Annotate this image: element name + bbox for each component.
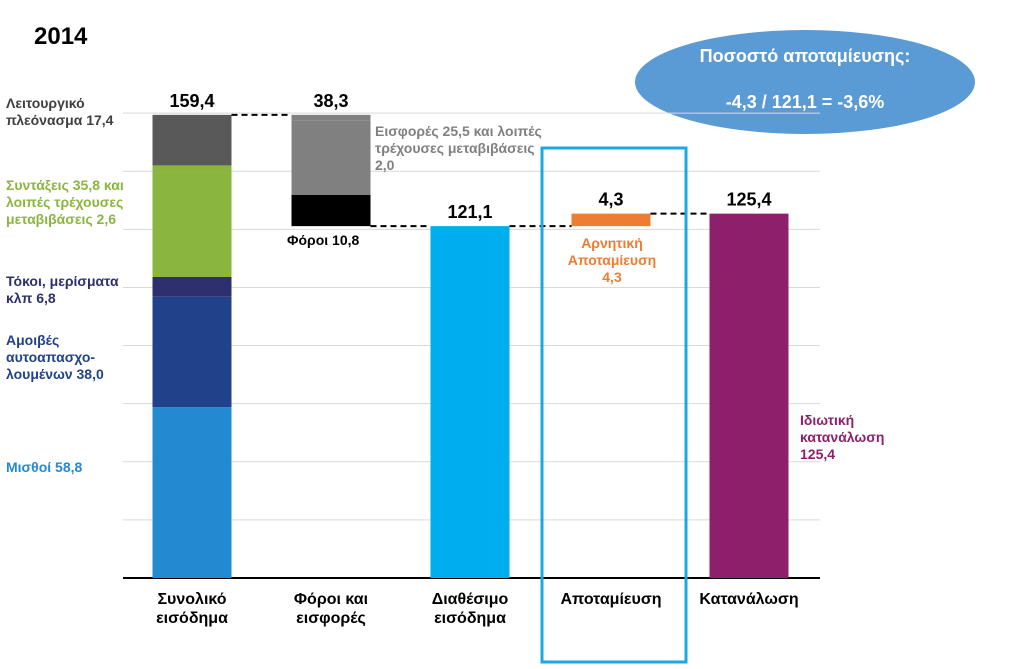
bar (430, 226, 510, 579)
label-name: Συντάξεις (6, 177, 69, 193)
chart-title: 2014 (34, 23, 88, 50)
callout-bubble (635, 30, 975, 134)
value-label: 38,3 (313, 91, 348, 111)
label-value: 35,8 (72, 177, 100, 193)
label-value: 2,0 (375, 157, 395, 173)
label-name: Λειτουργικό πλεόνασμα (6, 95, 85, 128)
bar-segment (291, 114, 371, 121)
segment-label: Φόροι 10,8 (287, 232, 387, 249)
bar-segment (291, 194, 371, 227)
bar-segment (152, 296, 232, 408)
label-value: 2,6 (96, 211, 117, 227)
note-label: Ιδιωτική κατανάλωση 125,4 (800, 412, 910, 463)
value-label: 4,3 (598, 190, 623, 210)
label-value: 17,4 (86, 112, 114, 128)
segment-label: Εισφορές 25,5 και λοιπές τρέχουσες μεταβ… (375, 123, 547, 174)
x-tick-label: Διαθέσιμο εισόδημα (431, 591, 509, 627)
note-value: 4,3 (602, 269, 622, 285)
value-label: 121,1 (447, 202, 492, 222)
callout-title: Ποσοστό αποταμίευσης: (700, 46, 911, 66)
x-tick-label: Κατανάλωση (699, 591, 799, 608)
label-name: Μισθοί (6, 459, 52, 475)
segment-label: Αμοιβές αυτοαπασχο-λουμένων 38,0 (6, 332, 106, 383)
label-value: 58,8 (55, 459, 83, 475)
highlight-box (540, 146, 688, 664)
value-label: 125,4 (726, 190, 771, 210)
label-value: 38,0 (76, 366, 104, 382)
callout-formula: -4,3 / 121,1 = -3,6% (726, 92, 885, 112)
bar-segment (152, 165, 232, 173)
value-label: 159,4 (169, 91, 214, 111)
segment-label: Μισθοί 58,8 (6, 459, 136, 476)
x-tick-label: Συνολικό εισόδημα (156, 591, 228, 627)
label-name: Τόκοι, μερίσματα κλπ (6, 273, 119, 306)
bar-segment (152, 114, 232, 166)
segment-label: Λειτουργικό πλεόνασμα 17,4 (6, 95, 136, 129)
note-text: Ιδιωτική κατανάλωση (800, 412, 885, 445)
x-tick-label: Αποταμίευση (560, 591, 662, 608)
note-text: Αρνητική Αποταμίευση (567, 235, 657, 268)
bar-segment (152, 407, 232, 578)
segment-label: Συντάξεις 35,8 και λοιπές τρέχουσες μετα… (6, 177, 141, 228)
bar-segment (291, 120, 371, 195)
bar (709, 213, 789, 579)
label-name: Φόροι (287, 232, 329, 248)
label-name: και λοιπές τρέχουσες μεταβιβάσεις (6, 177, 124, 227)
label-value: 6,8 (36, 290, 56, 306)
note-value: 125,4 (800, 446, 836, 462)
note-label: Αρνητική Αποταμίευση 4,3 (556, 235, 668, 286)
label-value: 25,5 (442, 123, 470, 139)
label-name: και λοιπές τρέχουσες μεταβιβάσεις (375, 123, 542, 156)
x-tick-label: Φόροι και εισφορές (293, 591, 369, 627)
label-value: 10,8 (332, 232, 360, 248)
label-name: Εισφορές (375, 123, 439, 139)
bar-segment (152, 276, 232, 297)
label-name: Αμοιβές αυτοαπασχο-λουμένων (6, 332, 96, 382)
bar-segment (152, 172, 232, 277)
segment-label: Τόκοι, μερίσματα κλπ 6,8 (6, 273, 144, 307)
bar (571, 213, 651, 227)
